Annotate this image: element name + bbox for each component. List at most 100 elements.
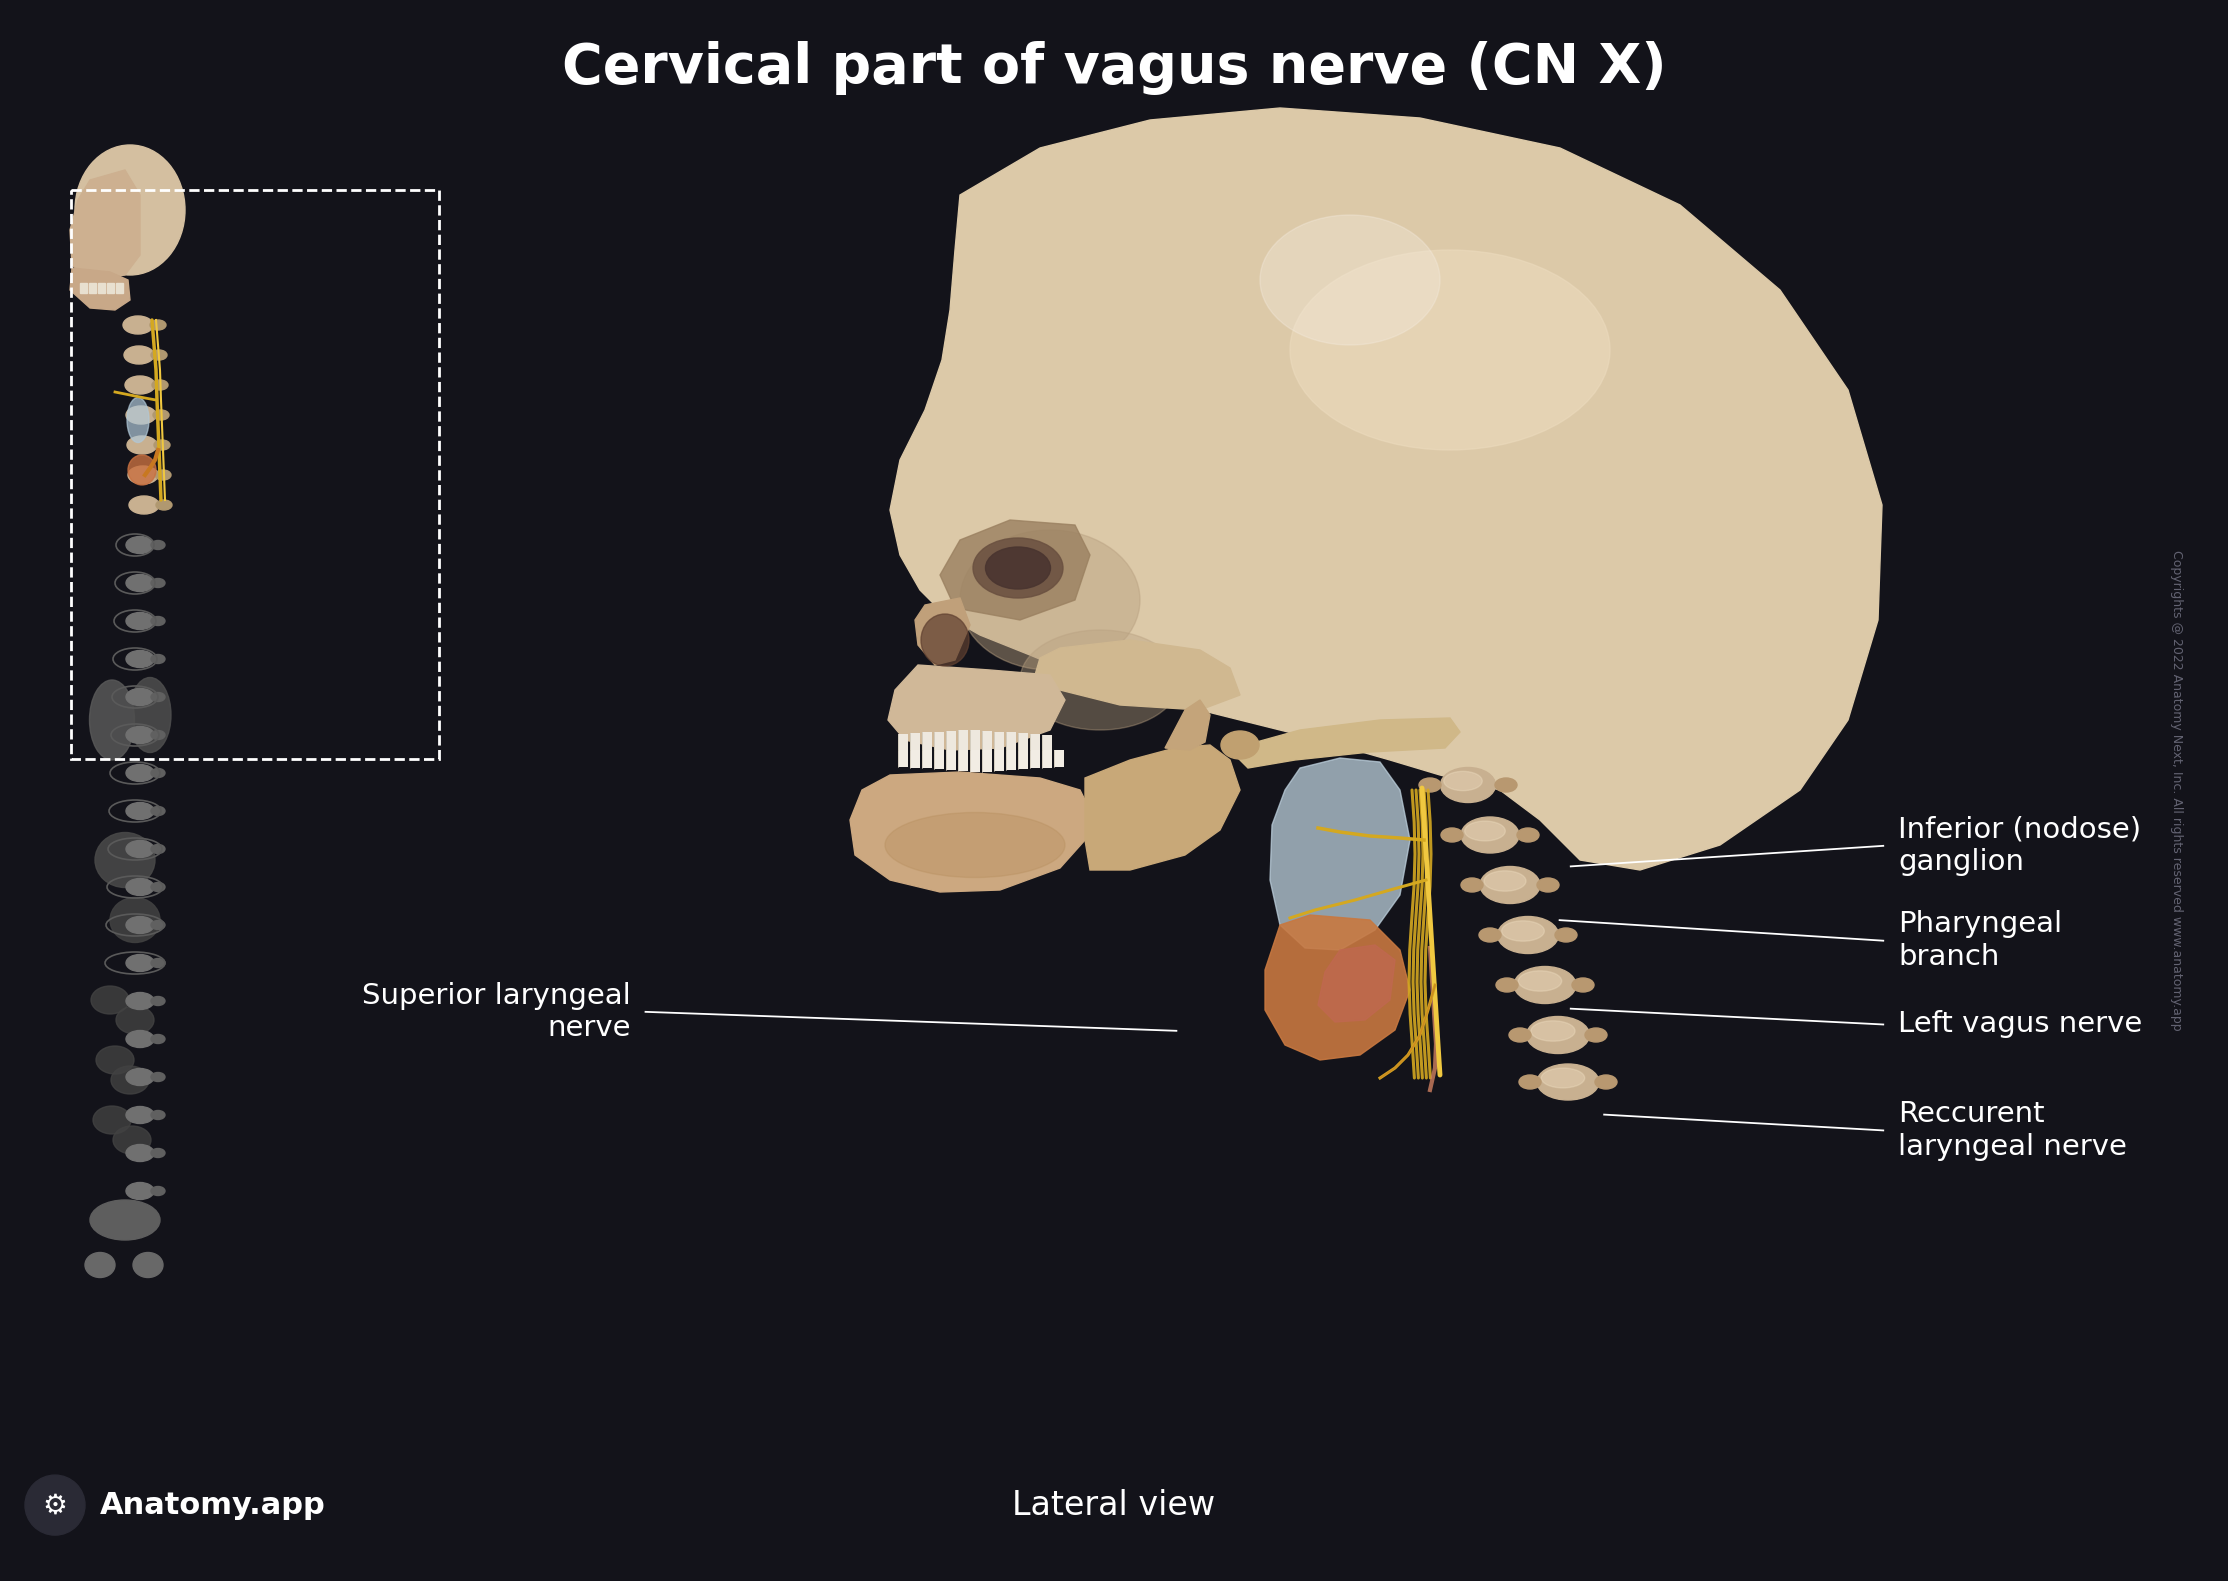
Ellipse shape — [154, 409, 169, 421]
Ellipse shape — [1517, 971, 1562, 991]
Ellipse shape — [127, 466, 158, 484]
Bar — [1029, 749, 1040, 768]
Ellipse shape — [127, 841, 154, 857]
Ellipse shape — [152, 1186, 165, 1195]
Circle shape — [25, 1475, 85, 1535]
Ellipse shape — [152, 379, 167, 391]
Ellipse shape — [127, 397, 149, 443]
Ellipse shape — [152, 920, 165, 930]
Ellipse shape — [152, 996, 165, 1006]
Ellipse shape — [156, 470, 172, 481]
Ellipse shape — [152, 1034, 165, 1043]
Bar — [1043, 735, 1052, 749]
Ellipse shape — [134, 1252, 163, 1277]
Polygon shape — [851, 772, 1089, 892]
Ellipse shape — [149, 319, 167, 330]
Ellipse shape — [129, 678, 172, 753]
Ellipse shape — [114, 1126, 152, 1154]
Ellipse shape — [111, 1066, 149, 1094]
Ellipse shape — [1537, 877, 1560, 892]
Ellipse shape — [127, 727, 154, 743]
Ellipse shape — [127, 1183, 154, 1200]
Ellipse shape — [123, 316, 154, 334]
Ellipse shape — [1442, 828, 1464, 843]
Bar — [1018, 734, 1027, 749]
Ellipse shape — [152, 655, 165, 664]
Ellipse shape — [1290, 250, 1611, 451]
Ellipse shape — [1464, 821, 1506, 841]
Ellipse shape — [152, 768, 165, 778]
Ellipse shape — [152, 1148, 165, 1157]
Ellipse shape — [152, 806, 165, 816]
Ellipse shape — [127, 1069, 154, 1086]
Text: Reccurent
laryngeal nerve: Reccurent laryngeal nerve — [1898, 1100, 2128, 1160]
Ellipse shape — [1261, 215, 1439, 345]
Bar — [969, 749, 980, 772]
Ellipse shape — [985, 547, 1049, 590]
Polygon shape — [1165, 700, 1210, 749]
Ellipse shape — [960, 530, 1141, 670]
Text: Copyrights @ 2022 Anatomy Next, Inc. All rights reserved www.anatomy.app: Copyrights @ 2022 Anatomy Next, Inc. All… — [2170, 550, 2183, 1031]
Bar — [1018, 749, 1027, 770]
Bar — [71, 190, 439, 759]
Ellipse shape — [1515, 966, 1575, 1004]
Bar — [994, 749, 1005, 772]
Polygon shape — [1270, 757, 1410, 950]
Bar — [922, 749, 931, 768]
Bar — [1029, 734, 1040, 749]
Bar — [1054, 749, 1065, 767]
Text: Anatomy.app: Anatomy.app — [100, 1491, 325, 1519]
Ellipse shape — [1584, 1028, 1606, 1042]
Ellipse shape — [152, 882, 165, 892]
Ellipse shape — [152, 730, 165, 740]
Ellipse shape — [96, 833, 156, 887]
Ellipse shape — [1462, 817, 1519, 854]
Bar — [958, 749, 967, 772]
Ellipse shape — [156, 500, 172, 511]
Polygon shape — [889, 108, 1883, 870]
Ellipse shape — [94, 1107, 131, 1134]
Ellipse shape — [885, 813, 1065, 877]
Ellipse shape — [1526, 1017, 1589, 1053]
Bar — [98, 283, 105, 292]
Ellipse shape — [152, 1110, 165, 1119]
Bar — [947, 730, 956, 749]
Ellipse shape — [125, 346, 154, 364]
Text: Cervical part of vagus nerve (CN X): Cervical part of vagus nerve (CN X) — [561, 41, 1667, 95]
Ellipse shape — [89, 680, 134, 760]
Ellipse shape — [1479, 928, 1502, 942]
Polygon shape — [1234, 718, 1459, 768]
Ellipse shape — [76, 145, 185, 275]
Ellipse shape — [1221, 730, 1259, 759]
Bar — [922, 732, 931, 749]
Polygon shape — [1266, 915, 1410, 1059]
Ellipse shape — [1502, 920, 1544, 941]
Text: Lateral view: Lateral view — [1012, 1489, 1216, 1521]
Ellipse shape — [1442, 767, 1495, 803]
Polygon shape — [916, 598, 969, 666]
Ellipse shape — [1020, 629, 1181, 730]
Bar — [958, 730, 967, 749]
Ellipse shape — [152, 541, 165, 550]
Ellipse shape — [1555, 928, 1577, 942]
Ellipse shape — [1495, 778, 1517, 792]
Ellipse shape — [127, 455, 156, 485]
Ellipse shape — [1531, 1021, 1575, 1042]
Bar — [983, 749, 991, 772]
Ellipse shape — [152, 579, 165, 588]
Ellipse shape — [127, 879, 154, 895]
Bar — [80, 283, 87, 292]
Ellipse shape — [127, 955, 154, 971]
Ellipse shape — [127, 574, 154, 591]
Ellipse shape — [127, 688, 154, 705]
Ellipse shape — [152, 349, 167, 360]
Bar — [909, 734, 920, 749]
Ellipse shape — [1508, 1028, 1531, 1042]
Ellipse shape — [1497, 917, 1560, 953]
Text: Superior laryngeal
nerve: Superior laryngeal nerve — [361, 982, 631, 1042]
Text: Pharyngeal
branch: Pharyngeal branch — [1898, 911, 2063, 971]
Ellipse shape — [127, 765, 154, 781]
Ellipse shape — [89, 1200, 160, 1240]
Ellipse shape — [91, 987, 129, 1013]
Ellipse shape — [1479, 866, 1540, 903]
